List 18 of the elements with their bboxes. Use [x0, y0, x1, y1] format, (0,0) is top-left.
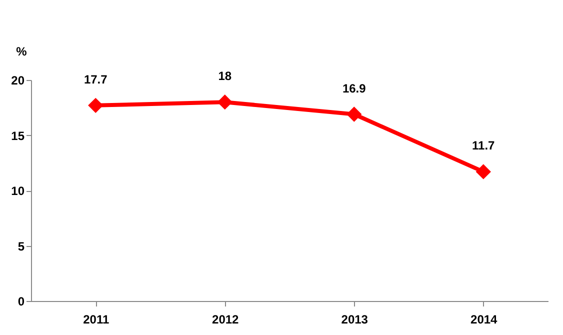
point	[217, 94, 232, 110]
data-label: 18	[218, 69, 232, 84]
point	[476, 164, 491, 180]
data-label: 16.9	[342, 81, 366, 96]
y-tick-label: 15	[11, 128, 25, 143]
x-tick-label: 2014	[470, 312, 498, 326]
y-tick-label: 5	[18, 239, 25, 254]
y-axis-title: %	[16, 44, 28, 58]
point	[88, 98, 104, 113]
x-tick-label: 2011	[83, 312, 110, 326]
data-label: 17.7	[84, 72, 108, 86]
y-tick-label: 0	[18, 294, 25, 308]
y-tick-label: 10	[11, 184, 25, 198]
x-tick-label: 2012	[212, 312, 240, 326]
data-label: 11.7	[472, 138, 496, 153]
y-tick-label: 20	[11, 74, 25, 88]
point	[346, 106, 362, 122]
x-tick-label: 2013	[341, 312, 368, 326]
